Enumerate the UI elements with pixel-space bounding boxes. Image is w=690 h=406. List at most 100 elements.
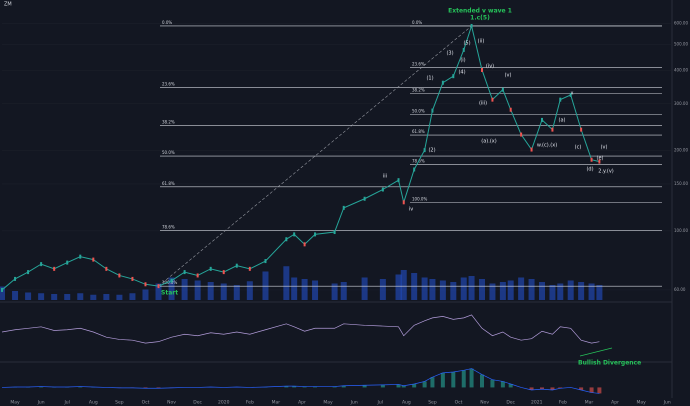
fib-label: 0.0% — [412, 20, 422, 25]
x-tick-label: May — [636, 400, 646, 406]
macd-line — [1, 368, 600, 394]
x-tick-label: May — [10, 400, 20, 406]
macd-hist — [341, 385, 346, 388]
volume-bar — [468, 276, 475, 300]
candle — [118, 273, 121, 278]
candle — [170, 278, 173, 283]
macd-hist — [396, 384, 401, 388]
volume-bar — [588, 283, 595, 300]
candle — [14, 276, 17, 281]
wave-label: (v) — [505, 73, 512, 79]
fib-label: 38.2% — [412, 87, 425, 92]
annotation-divergence: Bullish Divergence — [578, 360, 641, 367]
candle — [431, 108, 434, 113]
volume-bar — [291, 277, 298, 300]
volume-bar — [233, 285, 240, 300]
candle — [314, 232, 317, 237]
macd-hist — [440, 372, 445, 388]
x-tick-label: Jul — [63, 400, 69, 406]
volume-bar — [411, 273, 418, 300]
macd-hist — [156, 387, 161, 389]
candle — [66, 260, 69, 265]
fib-label: 61.8% — [162, 181, 175, 186]
x-tick-label: Mar — [272, 400, 281, 406]
volume-bar — [489, 283, 496, 300]
x-tick-label: Jun — [350, 400, 358, 406]
x-tick-label: May — [323, 400, 333, 406]
wave-label: (iii) — [479, 101, 487, 107]
volume-bar — [429, 279, 436, 300]
macd-hist — [490, 379, 495, 388]
candle — [413, 167, 416, 172]
volume-bar — [181, 279, 188, 300]
macd-hist — [422, 381, 427, 388]
y-tick-label: 300.00 — [674, 101, 688, 106]
volume-bar — [528, 279, 535, 300]
volume-bar — [142, 289, 149, 300]
candle — [248, 266, 251, 271]
volume-bar — [0, 286, 5, 300]
volume-bar — [439, 280, 446, 300]
wave-label: (a) — [559, 118, 566, 124]
macd-hist — [558, 387, 563, 389]
volume-bar — [25, 292, 32, 300]
volume-bar — [220, 283, 227, 300]
volume-bar — [507, 280, 514, 300]
macd-hist — [284, 386, 289, 388]
fib-label: 78.6% — [162, 225, 175, 230]
fib-label: 61.8% — [412, 129, 425, 134]
candle — [423, 148, 426, 153]
candle — [285, 237, 288, 242]
volume-bar — [340, 282, 347, 300]
fib-label: 38.2% — [162, 119, 175, 124]
wave-label: 2.y.(v) — [598, 169, 614, 175]
volume-bar — [312, 280, 319, 300]
macd-hist — [500, 381, 505, 388]
candle — [520, 132, 523, 137]
wave-label: (e) — [597, 156, 604, 162]
volume-bar — [90, 294, 97, 300]
candle — [222, 270, 225, 275]
macd-hist — [380, 384, 385, 388]
volume-bar — [557, 283, 564, 300]
candle — [481, 67, 483, 72]
y-tick-label: 400.00 — [674, 68, 688, 73]
x-tick-label: Feb — [559, 400, 567, 406]
volume-bar — [539, 282, 545, 300]
candle — [92, 257, 95, 262]
macd-hist — [589, 387, 594, 393]
volume-bar — [596, 285, 603, 300]
x-tick-label: Sep — [115, 400, 124, 406]
y-tick-label: 150.00 — [674, 181, 688, 186]
volume-bar — [129, 293, 136, 300]
volume-bar — [460, 277, 467, 300]
macd-hist — [461, 370, 466, 388]
volume-bar — [450, 282, 457, 300]
volume-bar — [301, 279, 308, 300]
volume-bar — [567, 280, 574, 300]
candle — [569, 92, 572, 97]
volume-bar — [103, 294, 110, 300]
y-tick-label: 60.00 — [674, 287, 686, 292]
volume-bar — [549, 285, 556, 300]
candle — [209, 266, 212, 271]
candle — [235, 263, 238, 268]
wave-label: iii — [383, 174, 387, 180]
fib-label: 100.0% — [162, 280, 177, 285]
candle — [196, 273, 199, 278]
wave-label: (i) — [460, 58, 465, 64]
volume-bar — [51, 294, 58, 300]
candle — [580, 127, 583, 132]
macd-hist — [597, 387, 602, 394]
macd-hist — [480, 374, 484, 388]
volume-bar — [262, 271, 269, 300]
macd-hist — [401, 385, 406, 388]
candle — [333, 230, 336, 235]
volume-bar — [361, 277, 368, 300]
volume-bar — [400, 270, 407, 300]
candle — [342, 205, 345, 210]
volume-bar — [38, 293, 45, 300]
volume-bar — [518, 277, 525, 300]
candle — [551, 127, 554, 132]
x-tick-label: Jul — [377, 400, 383, 406]
